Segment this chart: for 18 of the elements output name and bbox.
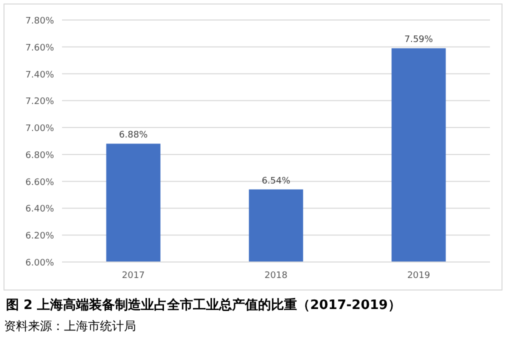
data-label: 7.59% bbox=[404, 35, 434, 46]
text: 图 2 上海高端装备制造业占全市工业总产值的比重（2017-2019） bbox=[6, 297, 401, 313]
y-tick-label: 7.60% bbox=[25, 43, 54, 54]
x-tick-label: 2017 bbox=[122, 271, 145, 281]
data-label: 6.88% bbox=[119, 130, 148, 141]
y-tick-label: 6.80% bbox=[25, 150, 54, 161]
y-tick-label: 7.80% bbox=[25, 16, 54, 26]
y-tick-label: 6.60% bbox=[25, 178, 54, 188]
x-tick-label: 2018 bbox=[264, 271, 288, 281]
x-tick-label: 2019 bbox=[407, 271, 430, 281]
y-tick-label: 7.00% bbox=[25, 124, 54, 134]
y-tick-label: 7.40% bbox=[25, 70, 54, 80]
y-tick-label: 7.20% bbox=[25, 97, 54, 108]
text: 资料来源：上海市统计局 bbox=[4, 319, 136, 333]
y-tick-label: 6.00% bbox=[25, 258, 54, 268]
y-tick-label: 6.40% bbox=[25, 204, 54, 215]
data-label: 6.54% bbox=[262, 176, 291, 186]
y-tick-label: 6.20% bbox=[25, 232, 54, 242]
